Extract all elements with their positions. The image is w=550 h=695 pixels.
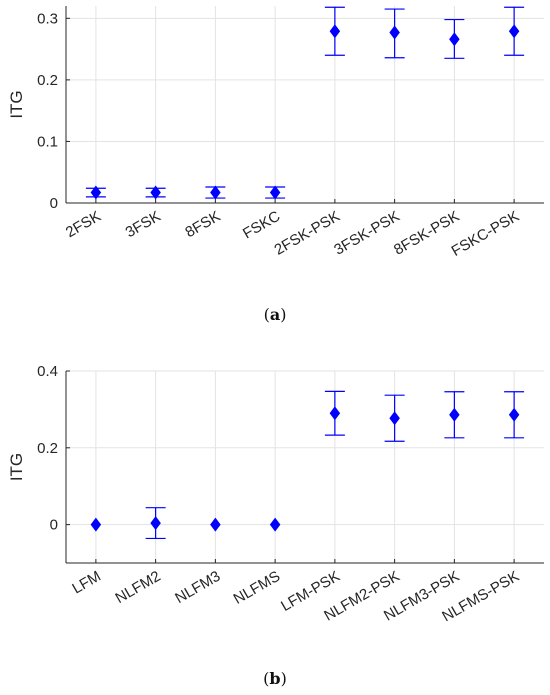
chart-panel-a: 0 0.1 0.2 0.3 2FSK 3FSK 8FSK FSKC2FSK-PSK3FSK-P… [7,6,544,324]
data-point-marker [449,32,460,47]
data-point-marker [389,411,400,426]
x-tick-label: FSKC [240,208,283,243]
data-point-marker [508,407,520,422]
y-tick-label: 0.2 [37,72,58,89]
y-axis-label: ITG [7,90,26,118]
y-tick-label: 0.1 [37,133,58,150]
data-point-marker [449,407,460,422]
y-tick-label: 0 [50,517,58,534]
x-tick-label: NLFM2 [113,568,164,607]
data-point-marker [150,516,161,531]
caption-open: ( [264,305,270,324]
data-point-marker [269,517,281,532]
y-tick-label: 0.3 [37,10,58,27]
panel-caption: (b) [263,669,287,688]
data-point-marker [90,185,102,200]
caption-letter: b [269,669,280,688]
data-point-marker [389,25,400,40]
x-tick-label: 8FSK [182,208,223,241]
plot-area [66,371,544,563]
x-tick-label: NLFMS [231,568,284,608]
caption-open: ( [263,669,269,688]
y-tick-label: 0.2 [37,440,58,457]
x-tick-label: LFM [69,568,103,598]
x-tick-label: 2FSK [63,208,104,241]
x-tick-label: 3FSK-PSK [331,208,402,259]
caption-close: ) [281,669,287,688]
x-tick-label: NLFM3 [172,568,223,607]
y-axis-label: ITG [7,453,26,481]
y-tick-label: 0.4 [37,363,58,380]
data-point-marker [90,517,102,532]
data-point-marker [210,517,221,532]
data-point-marker [269,185,281,200]
x-tick-label: 3FSK [123,208,164,241]
data-point-marker [329,24,341,39]
data-point-marker [150,185,161,200]
data-point-marker [508,24,520,39]
x-tick-label: FSKC-PSK [449,208,522,260]
plot-area [66,6,544,203]
y-tick-label: 0 [50,195,58,212]
panel-caption: (a) [264,305,287,324]
data-point-marker [329,406,341,421]
caption-close: ) [280,305,286,324]
caption-letter: a [270,305,280,324]
data-point-marker [210,185,221,200]
x-tick-label: 2FSK-PSK [272,208,343,259]
